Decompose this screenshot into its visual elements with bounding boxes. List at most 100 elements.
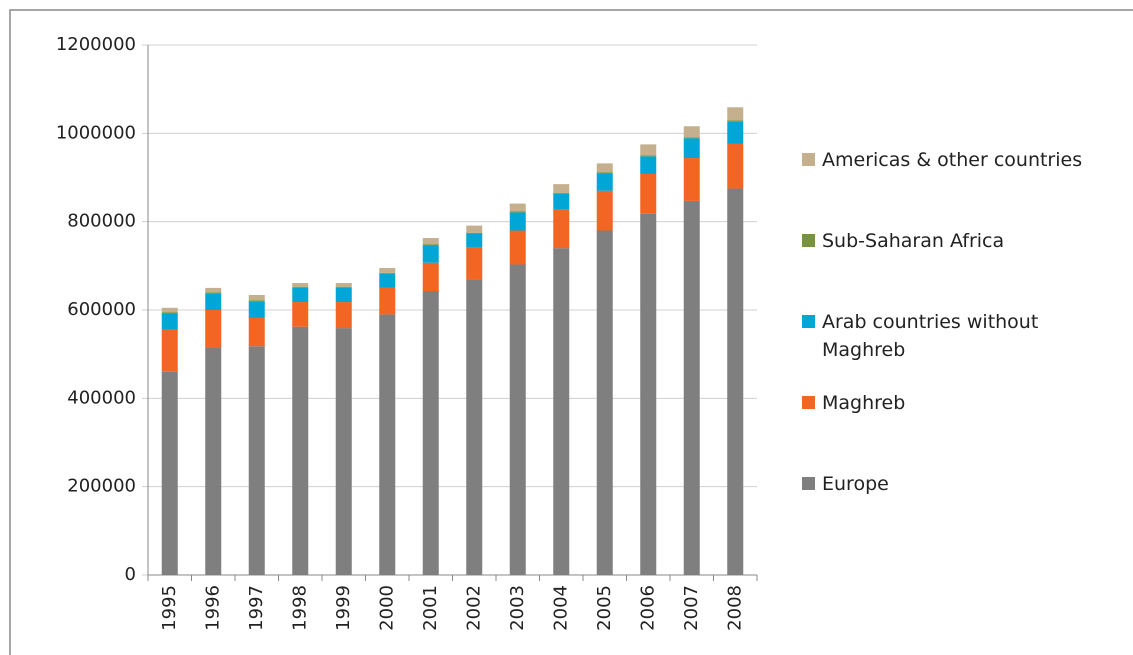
bar-segment [161, 313, 178, 329]
chart-border [9, 9, 1133, 655]
bar-segment [553, 192, 570, 194]
legend-label: Americas & other countries [822, 149, 1083, 171]
x-tick-label: 1996 [202, 585, 223, 631]
bar-segment [379, 314, 396, 575]
bar-segment [205, 310, 222, 348]
bar-segment [509, 212, 526, 231]
bar-segment [553, 193, 570, 210]
bar-segment [335, 287, 352, 288]
bar-segment [553, 184, 570, 193]
bar-segment [466, 279, 483, 575]
y-tick-label: 400000 [67, 387, 136, 408]
bar-segment [509, 203, 526, 212]
bar-segment [727, 143, 744, 189]
bar-segment [683, 200, 700, 576]
x-tick-label: 2003 [507, 585, 528, 631]
legend-swatch [802, 153, 815, 166]
x-tick-label: 2002 [463, 585, 484, 631]
bar-segment [596, 172, 613, 174]
y-tick-label: 1200000 [56, 34, 136, 55]
bar-segment [640, 156, 657, 174]
bar-segment [640, 144, 657, 156]
bar-segment [422, 291, 439, 575]
bar-segment [640, 213, 657, 575]
bar-segment [640, 155, 657, 157]
x-tick-label: 2005 [594, 585, 615, 631]
bar-segment [248, 346, 265, 575]
x-tick-label: 2001 [420, 585, 441, 631]
bar-segment [292, 287, 309, 288]
legend-entry: Americas & other countries [802, 146, 1122, 174]
bar-segment [161, 307, 178, 313]
bar-segment [596, 163, 613, 173]
bar-segment [205, 292, 222, 294]
x-tick-label: 1997 [246, 585, 267, 631]
bar-segment [553, 248, 570, 575]
y-tick-label: 200000 [67, 476, 136, 497]
legend-swatch [802, 234, 815, 247]
x-tick-label: 1995 [159, 585, 180, 631]
bar-segment [379, 273, 396, 288]
bar-segment [466, 232, 483, 234]
bar-segment [248, 301, 265, 318]
bar-segment [683, 138, 700, 159]
x-tick-label: 2007 [681, 585, 702, 631]
bar-segment [248, 294, 265, 301]
bar-segment [727, 188, 744, 575]
x-tick-label: 1999 [333, 585, 354, 631]
bar-segment [335, 283, 352, 288]
y-tick-label: 1000000 [56, 122, 136, 143]
legend-entry: Maghreb [802, 389, 1122, 417]
bar-segment [335, 328, 352, 575]
bar-segment [727, 107, 744, 121]
bar-segment [466, 225, 483, 233]
bar-segment [335, 287, 352, 303]
bar-segment [205, 287, 222, 293]
bar-segment [422, 244, 439, 246]
legend-label: Arab countries without Maghreb [822, 311, 1039, 361]
bar-segment [205, 347, 222, 575]
bar-segment [596, 173, 613, 191]
y-tick-label: 0 [125, 564, 136, 585]
bar-segment [248, 317, 265, 347]
bar-segment [379, 268, 396, 273]
legend-label: Sub-Saharan Africa [822, 230, 1005, 252]
bar-segment [683, 137, 700, 139]
bar-segment [509, 211, 526, 213]
bar-segment [379, 272, 396, 274]
bar-segment [596, 190, 613, 231]
legend-label: Europe [822, 473, 889, 495]
legend-entry: Sub-Saharan Africa [802, 227, 1122, 255]
bar-segment [509, 230, 526, 265]
x-tick-label: 2006 [637, 585, 658, 631]
x-tick-label: 1998 [289, 585, 310, 631]
bar-segment [640, 173, 657, 214]
bar-segment [161, 328, 178, 372]
x-tick-label: 2004 [550, 585, 571, 631]
bar-segment [292, 287, 309, 303]
bar-segment [292, 326, 309, 575]
bar-segment [292, 302, 309, 327]
legend-label: Maghreb [822, 392, 906, 414]
bar-segment [727, 120, 744, 122]
bar-segment [553, 209, 570, 249]
bar-segment [466, 233, 483, 248]
legend-entry: Arab countries without Maghreb [802, 308, 1122, 364]
bar-segment [292, 283, 309, 288]
bar-segment [422, 245, 439, 263]
legend-swatch [802, 315, 815, 328]
bar-segment [509, 264, 526, 575]
bar-segment [161, 312, 178, 314]
bar-segment [335, 302, 352, 329]
legend-entry: Europe [802, 470, 1122, 498]
legend-swatch [802, 396, 815, 409]
bar-segment [379, 287, 396, 315]
bar-segment [422, 262, 439, 292]
bar-segment [205, 293, 222, 310]
y-tick-label: 800000 [67, 211, 136, 232]
bar-segment [466, 247, 483, 280]
bar-segment [596, 230, 613, 575]
bar-segment [727, 121, 744, 144]
legend-swatch [802, 477, 815, 490]
